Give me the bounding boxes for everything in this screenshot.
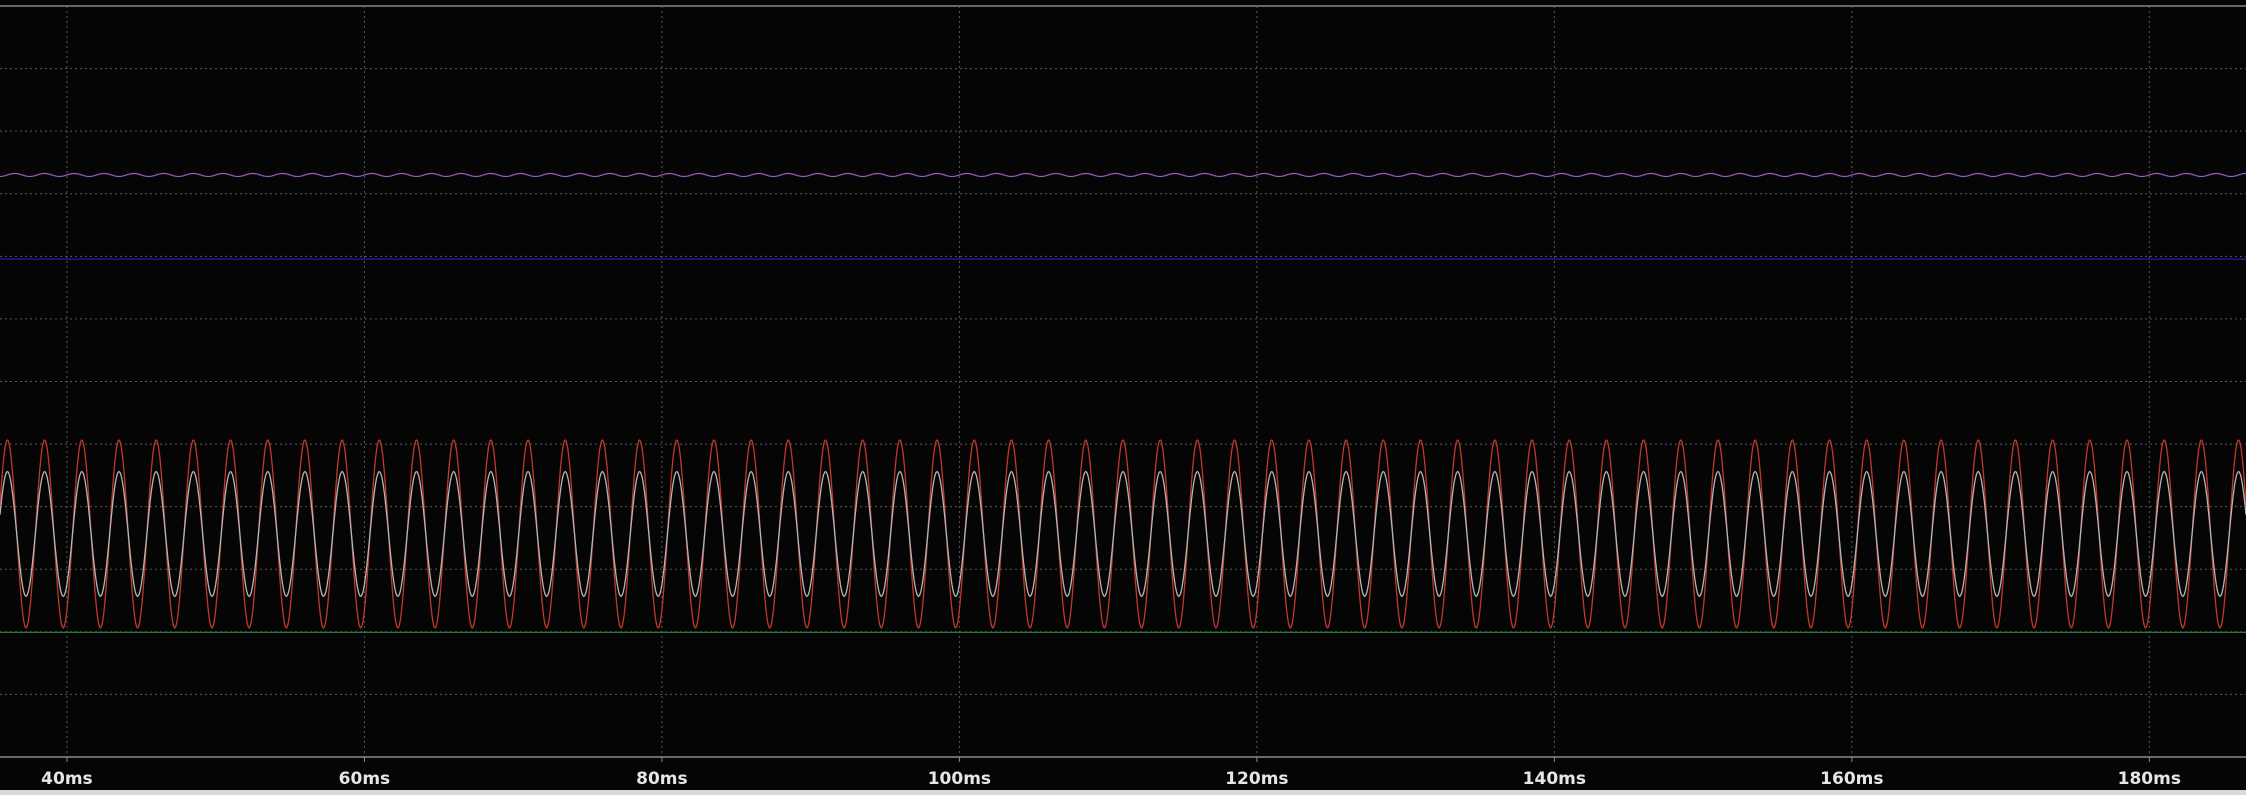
- x-tick-label: 160ms: [1820, 769, 1883, 789]
- x-tick-label: 180ms: [2118, 769, 2181, 789]
- bottom-scroll-strip: [0, 790, 2246, 795]
- series-line-4: [0, 470, 2246, 598]
- x-tick-label: 80ms: [636, 769, 688, 789]
- series-line-1: [0, 172, 2246, 178]
- x-tick-label: 40ms: [41, 769, 93, 789]
- x-tick-label: 120ms: [1225, 769, 1288, 789]
- series-line-3: [0, 439, 2246, 629]
- x-tick-label: 140ms: [1523, 769, 1586, 789]
- x-tick-label: 60ms: [339, 769, 391, 789]
- x-tick-label: 100ms: [928, 769, 991, 789]
